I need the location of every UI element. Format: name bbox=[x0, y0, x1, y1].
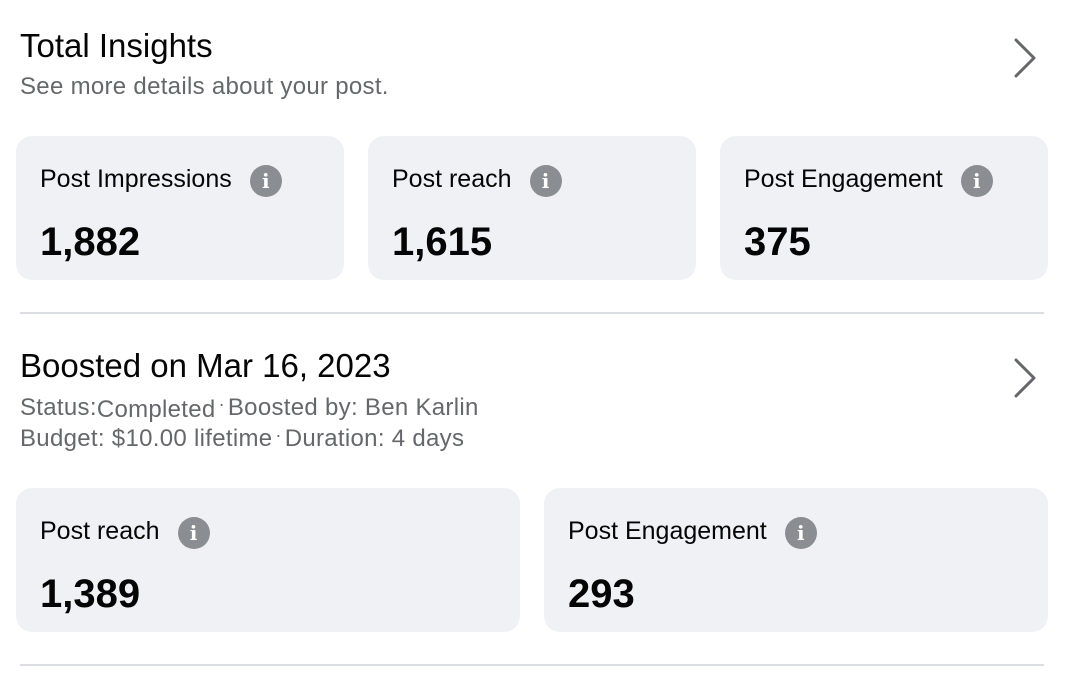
metric-card-post-reach[interactable]: Post reach i 1,615 bbox=[368, 136, 696, 280]
total-insights-section: Total Insights See more details about yo… bbox=[0, 0, 1072, 312]
budget: Budget: $10.00 lifetime bbox=[20, 425, 273, 452]
metric-label: Post reach i bbox=[40, 514, 210, 549]
metric-value: 375 bbox=[744, 220, 811, 264]
section-divider bbox=[20, 664, 1044, 666]
chevron-right-icon[interactable] bbox=[1010, 36, 1038, 80]
status-value: Completed bbox=[96, 396, 216, 423]
metric-label-text: Post reach bbox=[40, 517, 160, 545]
info-icon[interactable]: i bbox=[177, 517, 210, 549]
boosted-by: Boosted by: Ben Karlin bbox=[227, 394, 479, 421]
metric-card-boost-post-engagement[interactable]: Post Engagement i 293 bbox=[544, 488, 1048, 632]
metric-card-post-impressions[interactable]: Post Impressions i 1,882 bbox=[16, 136, 344, 280]
metric-label: Post reach i bbox=[392, 162, 562, 197]
metric-label: Post Impressions i bbox=[40, 162, 282, 197]
metric-card-post-engagement[interactable]: Post Engagement i 375 bbox=[720, 136, 1048, 280]
total-insights-subtitle: See more details about your post. bbox=[20, 73, 389, 100]
chevron-right-icon[interactable] bbox=[1010, 356, 1038, 400]
metric-value: 1,615 bbox=[392, 220, 493, 264]
boost-cards: Post reach i 1,389 Post Engagement i 293 bbox=[16, 488, 1048, 632]
metric-value: 1,882 bbox=[40, 220, 141, 264]
metric-label-text: Post reach bbox=[392, 165, 512, 193]
boost-status-line: Status:Completed · Boosted by: Ben Karlin bbox=[20, 394, 479, 423]
total-insights-cards: Post Impressions i 1,882 Post reach i 1,… bbox=[16, 136, 1048, 280]
info-icon[interactable]: i bbox=[529, 165, 562, 197]
status-label: Status: bbox=[20, 394, 97, 421]
boost-title: Boosted on Mar 16, 2023 bbox=[20, 347, 391, 384]
metric-label: Post Engagement i bbox=[744, 162, 993, 197]
metric-label-text: Post Engagement bbox=[568, 517, 767, 545]
total-insights-title: Total Insights bbox=[20, 27, 213, 64]
separator-dot: · bbox=[218, 394, 225, 414]
metric-label-text: Post Impressions bbox=[40, 165, 232, 193]
info-icon[interactable]: i bbox=[249, 165, 282, 197]
section-divider bbox=[20, 312, 1044, 314]
duration: Duration: 4 days bbox=[284, 425, 465, 452]
metric-card-boost-post-reach[interactable]: Post reach i 1,389 bbox=[16, 488, 520, 632]
metric-value: 293 bbox=[568, 572, 635, 616]
separator-dot: · bbox=[275, 425, 282, 445]
metric-label-text: Post Engagement bbox=[744, 165, 943, 193]
boost-budget-line: Budget: $10.00 lifetime · Duration: 4 days bbox=[20, 425, 464, 453]
boost-section: Boosted on Mar 16, 2023 Status:Completed… bbox=[0, 314, 1072, 664]
metric-value: 1,389 bbox=[40, 572, 141, 616]
metric-label: Post Engagement i bbox=[568, 514, 817, 549]
info-icon[interactable]: i bbox=[960, 165, 993, 197]
info-icon[interactable]: i bbox=[784, 517, 817, 549]
